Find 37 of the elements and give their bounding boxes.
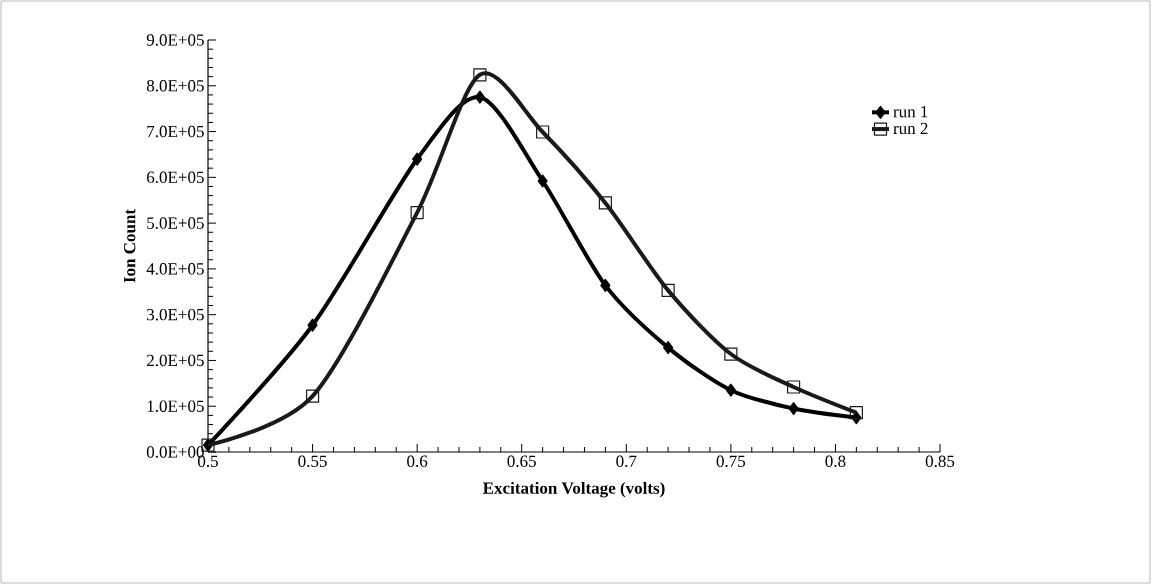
point xyxy=(473,68,487,82)
point xyxy=(412,152,423,166)
point xyxy=(537,174,548,188)
point xyxy=(307,318,318,332)
x-tick-label: 0.55 xyxy=(298,455,327,468)
point xyxy=(410,205,424,220)
x-tick-label: 0.7 xyxy=(616,455,637,468)
x-axis-title: Excitation Voltage (volts) xyxy=(483,481,665,498)
point xyxy=(600,278,611,292)
x-tick-label: 0.65 xyxy=(507,455,536,468)
y-tick-label: 6.0E+05 xyxy=(146,171,204,184)
point xyxy=(598,196,612,210)
y-tick-label: 4.0E+05 xyxy=(146,263,204,275)
point xyxy=(663,341,674,355)
x-tick-label: 0.6 xyxy=(407,455,428,468)
x-tick-label: 0.75 xyxy=(716,455,746,468)
point xyxy=(661,283,675,297)
y-tick-label: 2.0E+05 xyxy=(147,354,204,367)
x-tick-label: 0.8 xyxy=(825,455,846,468)
y-tick-label: 8.0E+05 xyxy=(146,80,204,92)
point xyxy=(474,90,485,104)
point xyxy=(849,406,863,420)
y-tick-label: 5.0E+05 xyxy=(147,217,204,229)
y-tick-label: 3.0E+05 xyxy=(147,308,204,321)
y-tick-label: 1.0E+05 xyxy=(147,400,204,412)
legend-label: run 2 xyxy=(893,122,928,135)
legend-label: run 1 xyxy=(893,105,928,118)
point xyxy=(724,347,738,361)
x-tick-label: 0.85 xyxy=(925,455,955,468)
y-axis-title: Ion Count xyxy=(123,209,136,283)
point xyxy=(788,401,799,416)
point xyxy=(725,383,736,397)
point xyxy=(787,380,801,394)
point xyxy=(305,389,320,403)
y-tick-label: 7.0E+05 xyxy=(147,125,204,138)
point xyxy=(536,125,550,139)
y-tick-label: 9.0E+05 xyxy=(146,34,204,46)
